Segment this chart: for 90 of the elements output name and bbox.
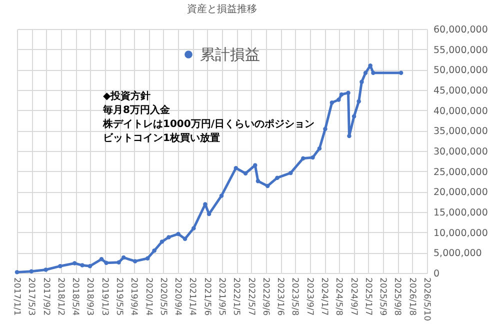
point (310, 155, 315, 160)
x-tick-label: 2019/5/5 (114, 278, 124, 316)
point (356, 99, 361, 104)
point (323, 126, 328, 132)
x-tick-label: 2023/1/6 (275, 278, 286, 316)
x-tick-label: 2017/1/1 (12, 278, 22, 316)
x-tick-label: 2025/9/8 (392, 278, 402, 316)
x-tick-label: 2024/9/7 (348, 278, 358, 316)
point (192, 226, 196, 230)
point (243, 171, 248, 176)
point (152, 248, 156, 253)
y-tick-label: 45,000,000 (434, 86, 488, 96)
point (58, 264, 62, 268)
x-tick-label: 2019/9/4 (128, 278, 139, 316)
point (182, 236, 188, 241)
point (253, 163, 258, 168)
annotation: 株デイトレは1000万円/日くらいのポジション (102, 118, 314, 130)
point (72, 261, 77, 266)
y-tick-label: 40,000,000 (434, 106, 488, 117)
x-tick-label: 2021/5/6 (202, 278, 212, 316)
point (44, 268, 48, 272)
annotation: ◆投資方針 (103, 90, 151, 102)
point (104, 260, 108, 265)
point (14, 270, 20, 274)
point (256, 178, 260, 184)
y-tick-label: 20,000,000 (434, 187, 488, 198)
x-tick-label: 2025/5/9 (378, 278, 388, 316)
x-tick-label: 2024/5/8 (334, 278, 344, 316)
x-tick-label: 2026/1/8 (406, 278, 417, 316)
point (160, 240, 164, 244)
point (317, 146, 322, 151)
y-tick-label: 50,000,000 (434, 65, 488, 76)
point (398, 70, 404, 76)
x-tick-label: 2022/1/5 (231, 278, 242, 316)
y-tick-label: 60,000,000 (434, 24, 488, 36)
x-tick-label: 2017/9/2 (40, 278, 51, 316)
x-tick-label: 2020/9/4 (172, 278, 183, 316)
point (121, 255, 126, 260)
point (288, 170, 293, 176)
point (275, 176, 280, 180)
legend-label: 累計損益 (200, 46, 260, 64)
annotation: 毎月8万円入金 (102, 104, 171, 116)
point (99, 257, 104, 262)
x-tick-label: 2019/1/3 (99, 278, 110, 316)
point (219, 194, 224, 198)
point (339, 92, 344, 97)
x-tick-label: 2024/1/7 (319, 278, 329, 316)
y-tick-label: 30,000,000 (434, 146, 488, 158)
x-tick-label: 2020/5/5 (158, 278, 168, 316)
point (176, 232, 180, 236)
chart-title: 資産と損益推移 (187, 3, 257, 15)
y-tick-label: 5,000,000 (434, 248, 482, 260)
point (330, 100, 334, 105)
point (363, 70, 368, 76)
point (145, 256, 150, 260)
x-tick-label: 2022/9/6 (260, 278, 270, 316)
x-tick-label: 2025/1/7 (362, 278, 373, 316)
x-tick-label: 2018/1/2 (55, 278, 66, 316)
point (346, 90, 350, 95)
point (347, 134, 352, 138)
x-tick-label: 2021/9/5 (216, 278, 226, 316)
point (360, 80, 364, 84)
y-tick-label: 15,000,000 (434, 208, 488, 218)
point (352, 114, 356, 119)
x-tick-label: 2020/1/4 (143, 278, 154, 316)
x-tick-label: 2023/9/7 (304, 278, 314, 316)
point (132, 259, 138, 264)
point (234, 166, 238, 170)
x-tick-label: 2023/5/8 (290, 278, 300, 316)
point (116, 260, 121, 265)
x-tick-label: 2018/9/3 (84, 278, 95, 316)
x-tick-label: 2026/5/10 (422, 278, 432, 322)
annotation: ビットコイン1枚買い放置 (103, 132, 220, 144)
y-tick-label: 25,000,000 (434, 166, 488, 178)
point (265, 184, 270, 188)
y-tick-label: 0 (434, 268, 440, 280)
y-tick-label: 35,000,000 (434, 126, 488, 138)
point (29, 269, 34, 274)
x-tick-label: 2021/1/4 (187, 278, 198, 316)
point (88, 264, 92, 268)
x-tick-label: 2022/5/7 (246, 278, 256, 316)
point (80, 263, 84, 268)
x-tick-label: 2018/5/4 (70, 278, 80, 316)
y-tick-label: 55,000,000 (434, 44, 488, 56)
point (371, 70, 376, 76)
point (301, 156, 306, 160)
y-tick-label: 10,000,000 (434, 228, 488, 239)
x-tick-label: 2017/5/3 (26, 278, 36, 316)
point (166, 235, 171, 240)
point (336, 98, 341, 102)
